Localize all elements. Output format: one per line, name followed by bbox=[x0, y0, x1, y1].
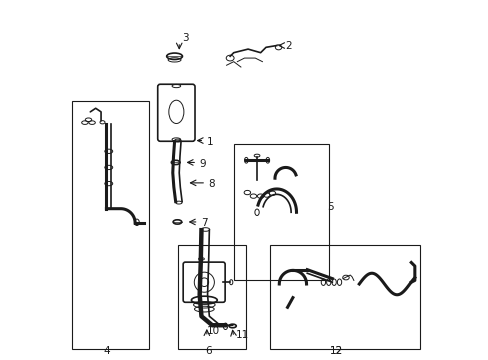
Text: 8: 8 bbox=[208, 179, 215, 189]
Text: 12: 12 bbox=[328, 346, 342, 356]
Text: 12: 12 bbox=[328, 346, 342, 356]
Text: 2: 2 bbox=[285, 41, 292, 50]
Text: 9: 9 bbox=[199, 159, 206, 169]
Text: 4: 4 bbox=[103, 346, 109, 356]
Text: 6: 6 bbox=[205, 346, 211, 356]
Text: 11: 11 bbox=[235, 330, 248, 339]
Text: 3: 3 bbox=[182, 33, 188, 43]
Text: 5: 5 bbox=[326, 202, 333, 212]
Text: 1: 1 bbox=[206, 138, 213, 147]
Text: 10: 10 bbox=[206, 326, 220, 336]
Text: 7: 7 bbox=[201, 218, 208, 228]
